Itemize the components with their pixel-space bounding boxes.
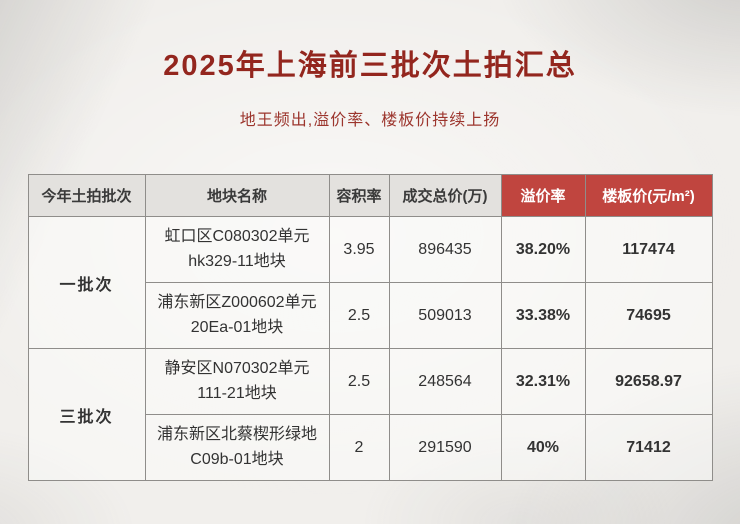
table-row: 浦东新区北蔡楔形绿地 C09b-01地块 2 291590 40% 71412 (28, 414, 713, 481)
table-row: 浦东新区Z000602单元 20Ea-01地块 2.5 509013 33.38… (28, 282, 713, 349)
cell-total-price: 291590 (388, 414, 502, 481)
cell-plot-name: 虹口区C080302单元 hk329-11地块 (144, 216, 330, 283)
header-row: 今年土拍批次 地块名称 容积率 成交总价(万) 溢价率 楼板价(元/m²) (27, 174, 713, 217)
table-row: 一批次 虹口区C080302单元 hk329-11地块 3.95 896435 … (27, 216, 713, 349)
col-header-floor-price: 楼板价(元/m²) (584, 174, 713, 217)
cell-plot-name: 静安区N070302单元 111-21地块 (144, 348, 330, 415)
page-title: 2025年上海前三批次土拍汇总 (163, 50, 577, 82)
cell-total-price: 509013 (388, 282, 502, 349)
cell-premium-rate: 38.20% (500, 216, 586, 283)
table-row: 三批次 静安区N070302单元 111-21地块 2.5 248564 32.… (27, 348, 713, 481)
cell-plot-name: 浦东新区北蔡楔形绿地 C09b-01地块 (144, 414, 330, 481)
cell-far: 3.95 (328, 216, 390, 283)
cell-floor-price: 74695 (584, 282, 713, 349)
page-subtitle: 地王频出,溢价率、楼板价持续上扬 (239, 112, 501, 129)
cell-batch-3: 三批次 (27, 348, 146, 481)
cell-total-price: 248564 (388, 348, 502, 415)
cell-premium-rate: 40% (500, 414, 586, 481)
cell-floor-price: 117474 (584, 216, 713, 283)
land-auction-table: 今年土拍批次 地块名称 容积率 成交总价(万) 溢价率 楼板价(元/m²) 一批… (27, 174, 713, 481)
cell-far: 2 (328, 414, 390, 481)
cell-batch-1: 一批次 (27, 216, 146, 349)
cell-premium-rate: 33.38% (500, 282, 586, 349)
cell-far: 2.5 (328, 282, 390, 349)
cell-floor-price: 71412 (584, 414, 713, 481)
col-header-far: 容积率 (328, 174, 390, 217)
cell-floor-price: 92658.97 (584, 348, 713, 415)
col-header-total-price: 成交总价(万) (388, 174, 502, 217)
col-header-premium-rate: 溢价率 (500, 174, 586, 217)
cell-far: 2.5 (328, 348, 390, 415)
cell-total-price: 896435 (388, 216, 502, 283)
col-header-batch: 今年土拍批次 (27, 174, 146, 217)
cell-premium-rate: 32.31% (500, 348, 586, 415)
col-header-plot-name: 地块名称 (144, 174, 330, 217)
cell-plot-name: 浦东新区Z000602单元 20Ea-01地块 (144, 282, 330, 349)
